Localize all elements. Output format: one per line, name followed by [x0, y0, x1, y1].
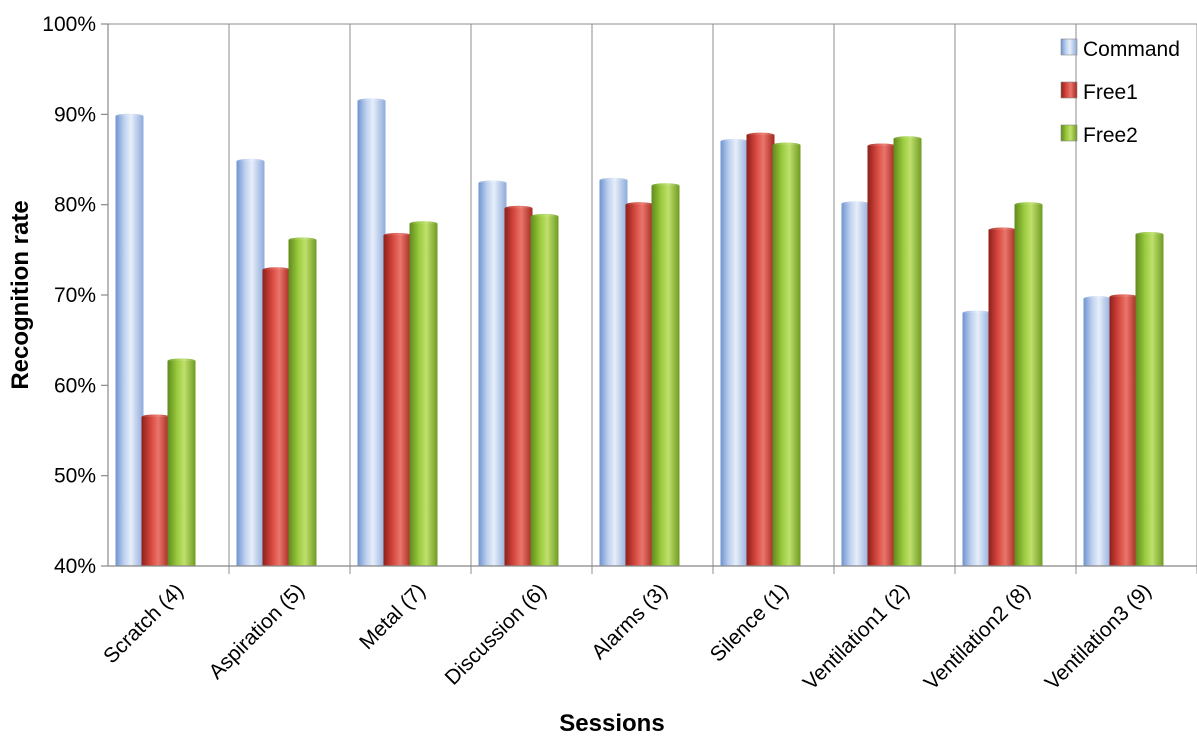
- x-tick-label: Aspiration (5): [204, 579, 309, 684]
- x-tick-label: Ventilation2 (8): [920, 579, 1035, 694]
- legend-swatch-command: [1060, 38, 1078, 56]
- x-tick-label: Ventilation3 (9): [1041, 579, 1156, 694]
- bar-command: [357, 100, 386, 567]
- bar-cap: [867, 143, 896, 149]
- bar-command: [236, 161, 265, 566]
- bar-cap: [236, 158, 265, 164]
- bar-cap: [504, 205, 533, 211]
- bar-cap: [167, 358, 196, 364]
- bar-cap: [720, 138, 749, 144]
- bar-cap: [625, 202, 654, 208]
- bar-cap: [1135, 231, 1164, 237]
- bar-command: [599, 180, 628, 566]
- bar-free2: [167, 360, 196, 566]
- bar-cap: [288, 237, 317, 243]
- bar-free1: [867, 145, 896, 566]
- legend-swatch-free1: [1060, 81, 1078, 99]
- legend: Command Free1 Free2: [1060, 38, 1180, 147]
- bar-cap: [530, 213, 559, 219]
- bar-free2: [288, 239, 317, 566]
- bar-free1: [383, 235, 412, 566]
- bar-cap: [262, 267, 291, 273]
- bar-free2: [530, 216, 559, 566]
- y-tick-label: 80%: [54, 194, 96, 217]
- legend-label-command: Command: [1083, 38, 1180, 61]
- bar-cap: [746, 132, 775, 138]
- x-tick-label: Metal (7): [355, 579, 430, 654]
- x-tick-label: Scratch (4): [99, 579, 188, 668]
- y-tick-label: 100%: [42, 13, 96, 36]
- bar-cap: [357, 98, 386, 104]
- bar-free1: [504, 208, 533, 566]
- bar-cap: [115, 113, 144, 119]
- x-tick-labels: Scratch (4) Aspiration (5) Metal (7) Discus…: [99, 579, 1156, 694]
- bar-free1: [262, 269, 291, 566]
- bar-command: [115, 116, 144, 566]
- bar-cap: [1109, 294, 1138, 300]
- bar-command: [841, 203, 870, 566]
- legend-label-free1: Free1: [1083, 81, 1138, 104]
- bar-free2: [772, 145, 801, 566]
- y-tick-label: 40%: [54, 555, 96, 578]
- bars: [115, 98, 1164, 567]
- gridlines: [108, 23, 1197, 574]
- y-tick-label: 90%: [54, 103, 96, 126]
- bar-command: [962, 313, 991, 566]
- y-tick-label: 70%: [54, 284, 96, 307]
- y-axis-title: Recognition rate: [7, 200, 34, 389]
- bar-cap: [841, 201, 870, 207]
- bar-command: [1083, 298, 1112, 566]
- legend-swatch-free2: [1060, 124, 1078, 142]
- bar-cap: [651, 183, 680, 189]
- bar-cap: [1014, 202, 1043, 208]
- bar-cap: [1083, 296, 1112, 302]
- x-tick-label: Ventilation1 (2): [799, 579, 914, 694]
- bar-free1: [1109, 296, 1138, 566]
- bar-free2: [1014, 204, 1043, 566]
- y-tick-label: 50%: [54, 465, 96, 488]
- bar-cap: [893, 136, 922, 142]
- y-tick-labels: 40% 50% 60% 70% 80% 90% 100%: [42, 13, 108, 578]
- bar-command: [478, 182, 507, 566]
- x-axis-title: Sessions: [559, 710, 664, 737]
- bar-cap: [478, 180, 507, 186]
- x-tick-label: Discussion (6): [441, 579, 551, 689]
- bar-cap: [599, 177, 628, 183]
- bar-cap: [988, 227, 1017, 233]
- legend-label-free2: Free2: [1083, 124, 1138, 147]
- y-tick-label: 60%: [54, 374, 96, 397]
- bar-cap: [409, 221, 438, 227]
- bar-cap: [141, 414, 170, 420]
- bar-free1: [746, 135, 775, 567]
- bar-free2: [1135, 234, 1164, 566]
- x-tick-label: Silence (1): [706, 579, 793, 666]
- x-tick-label: Alarms (3): [587, 579, 672, 664]
- bar-command: [720, 141, 749, 566]
- bar-free1: [625, 204, 654, 566]
- bar-free2: [409, 223, 438, 567]
- bar-cap: [383, 232, 412, 238]
- bar-free1: [141, 416, 170, 566]
- bar-cap: [772, 142, 801, 148]
- bar-free1: [988, 229, 1017, 566]
- bar-free2: [893, 138, 922, 566]
- bar-cap: [962, 310, 991, 316]
- bar-free2: [651, 185, 680, 567]
